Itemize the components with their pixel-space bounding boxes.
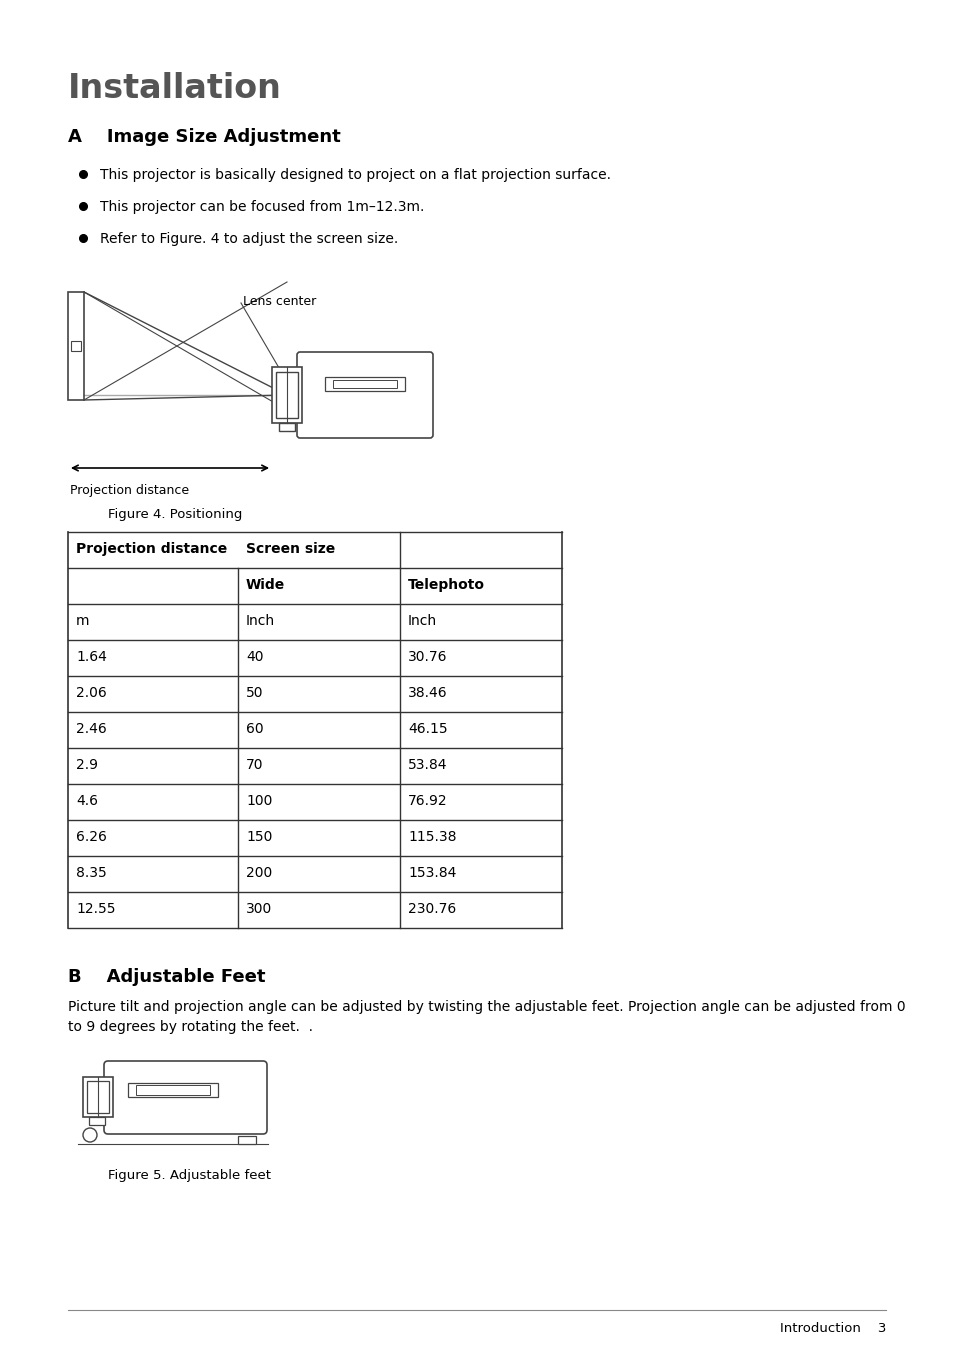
Text: 6.26: 6.26 bbox=[76, 830, 107, 844]
Text: m: m bbox=[76, 613, 90, 628]
Text: 40: 40 bbox=[246, 650, 263, 663]
Text: Lens center: Lens center bbox=[243, 295, 315, 308]
Text: Telephoto: Telephoto bbox=[408, 578, 484, 592]
Bar bbox=[278, 423, 294, 431]
Text: 1.64: 1.64 bbox=[76, 650, 107, 663]
Text: 30.76: 30.76 bbox=[408, 650, 447, 663]
Text: Introduction    3: Introduction 3 bbox=[779, 1323, 885, 1335]
Text: 230.76: 230.76 bbox=[408, 902, 456, 916]
Text: Refer to Figure. 4 to adjust the screen size.: Refer to Figure. 4 to adjust the screen … bbox=[100, 232, 397, 246]
Text: 12.55: 12.55 bbox=[76, 902, 115, 916]
Text: 70: 70 bbox=[246, 758, 263, 771]
Text: Projection distance: Projection distance bbox=[76, 542, 227, 557]
Text: This projector can be focused from 1m–12.3m.: This projector can be focused from 1m–12… bbox=[100, 200, 424, 213]
Text: Inch: Inch bbox=[246, 613, 274, 628]
Text: Picture tilt and projection angle can be adjusted by twisting the adjustable fee: Picture tilt and projection angle can be… bbox=[68, 1000, 904, 1015]
Bar bbox=[68, 292, 84, 400]
Bar bbox=[128, 1084, 218, 1097]
Bar bbox=[68, 532, 561, 928]
Text: Installation: Installation bbox=[68, 72, 281, 105]
Text: 2.46: 2.46 bbox=[76, 721, 107, 736]
Bar bbox=[87, 1081, 109, 1113]
Text: 38.46: 38.46 bbox=[408, 686, 447, 700]
Text: 8.35: 8.35 bbox=[76, 866, 107, 880]
Text: 2.06: 2.06 bbox=[76, 686, 107, 700]
Text: Inch: Inch bbox=[408, 613, 436, 628]
Text: 300: 300 bbox=[246, 902, 272, 916]
Text: to 9 degrees by rotating the feet.  .: to 9 degrees by rotating the feet. . bbox=[68, 1020, 313, 1034]
Text: 53.84: 53.84 bbox=[408, 758, 447, 771]
FancyBboxPatch shape bbox=[296, 353, 433, 438]
FancyBboxPatch shape bbox=[104, 1061, 267, 1133]
Text: This projector is basically designed to project on a flat projection surface.: This projector is basically designed to … bbox=[100, 168, 610, 182]
Bar bbox=[89, 1117, 105, 1125]
Text: 150: 150 bbox=[246, 830, 273, 844]
Text: 60: 60 bbox=[246, 721, 263, 736]
Bar bbox=[237, 1136, 255, 1144]
Text: 4.6: 4.6 bbox=[76, 794, 98, 808]
Text: 153.84: 153.84 bbox=[408, 866, 456, 880]
Text: B    Adjustable Feet: B Adjustable Feet bbox=[68, 969, 265, 986]
Bar bbox=[325, 377, 405, 390]
Text: 100: 100 bbox=[246, 794, 273, 808]
Bar bbox=[333, 380, 396, 388]
Text: 46.15: 46.15 bbox=[408, 721, 447, 736]
Text: 2.9: 2.9 bbox=[76, 758, 98, 771]
Text: 50: 50 bbox=[246, 686, 263, 700]
Circle shape bbox=[83, 1128, 97, 1142]
Bar bbox=[71, 340, 81, 351]
Text: 76.92: 76.92 bbox=[408, 794, 447, 808]
Text: Projection distance: Projection distance bbox=[70, 484, 189, 497]
Bar bbox=[83, 1077, 112, 1117]
Text: 115.38: 115.38 bbox=[408, 830, 456, 844]
Bar bbox=[275, 372, 297, 417]
Text: Figure 5. Adjustable feet: Figure 5. Adjustable feet bbox=[108, 1169, 271, 1182]
Text: Wide: Wide bbox=[246, 578, 285, 592]
Text: A    Image Size Adjustment: A Image Size Adjustment bbox=[68, 128, 340, 146]
Text: Figure 4. Positioning: Figure 4. Positioning bbox=[108, 508, 242, 521]
Bar bbox=[272, 367, 302, 423]
Bar bbox=[136, 1085, 210, 1096]
Text: Screen size: Screen size bbox=[246, 542, 335, 557]
Text: 200: 200 bbox=[246, 866, 272, 880]
